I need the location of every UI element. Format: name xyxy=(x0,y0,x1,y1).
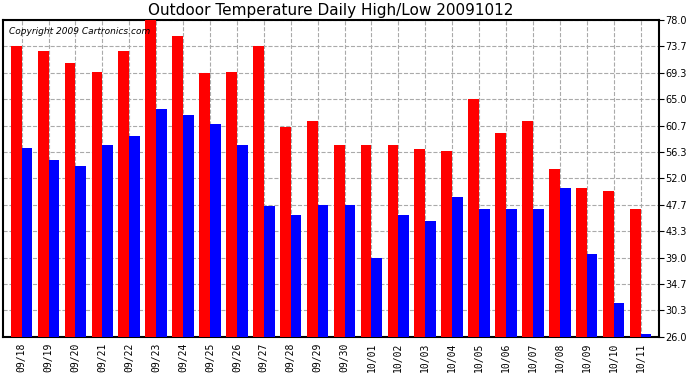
Bar xyxy=(237,145,248,337)
Bar xyxy=(533,209,544,337)
Bar xyxy=(11,46,21,337)
Bar xyxy=(156,108,167,337)
Bar xyxy=(371,258,382,337)
Bar xyxy=(425,221,436,337)
Bar xyxy=(38,51,48,337)
Text: Copyright 2009 Cartronics.com: Copyright 2009 Cartronics.com xyxy=(10,27,150,36)
Bar xyxy=(317,205,328,337)
Bar xyxy=(199,73,210,337)
Bar xyxy=(361,145,371,337)
Bar xyxy=(388,145,398,337)
Bar xyxy=(146,20,156,337)
Bar xyxy=(613,303,624,337)
Bar xyxy=(398,215,409,337)
Bar xyxy=(549,170,560,337)
Bar xyxy=(307,121,317,337)
Bar xyxy=(210,124,221,337)
Bar xyxy=(264,206,275,337)
Bar xyxy=(75,166,86,337)
Bar xyxy=(560,188,571,337)
Bar xyxy=(48,160,59,337)
Bar xyxy=(172,36,183,337)
Bar xyxy=(603,190,613,337)
Bar xyxy=(290,215,302,337)
Bar xyxy=(506,209,517,337)
Bar xyxy=(452,197,463,337)
Title: Outdoor Temperature Daily High/Low 20091012: Outdoor Temperature Daily High/Low 20091… xyxy=(148,3,514,18)
Bar xyxy=(442,151,452,337)
Bar xyxy=(65,63,75,337)
Bar xyxy=(576,188,586,337)
Bar xyxy=(280,127,290,337)
Bar xyxy=(183,115,194,337)
Bar xyxy=(129,136,140,337)
Bar xyxy=(630,209,640,337)
Bar xyxy=(344,205,355,337)
Bar xyxy=(495,133,506,337)
Bar xyxy=(640,333,651,337)
Bar xyxy=(102,145,113,337)
Bar xyxy=(415,149,425,337)
Bar xyxy=(479,209,490,337)
Bar xyxy=(469,99,479,337)
Bar xyxy=(334,145,344,337)
Bar xyxy=(253,46,264,337)
Bar xyxy=(21,148,32,337)
Bar xyxy=(226,72,237,337)
Bar xyxy=(522,121,533,337)
Bar xyxy=(119,51,129,337)
Bar xyxy=(586,255,598,337)
Bar xyxy=(92,72,102,337)
